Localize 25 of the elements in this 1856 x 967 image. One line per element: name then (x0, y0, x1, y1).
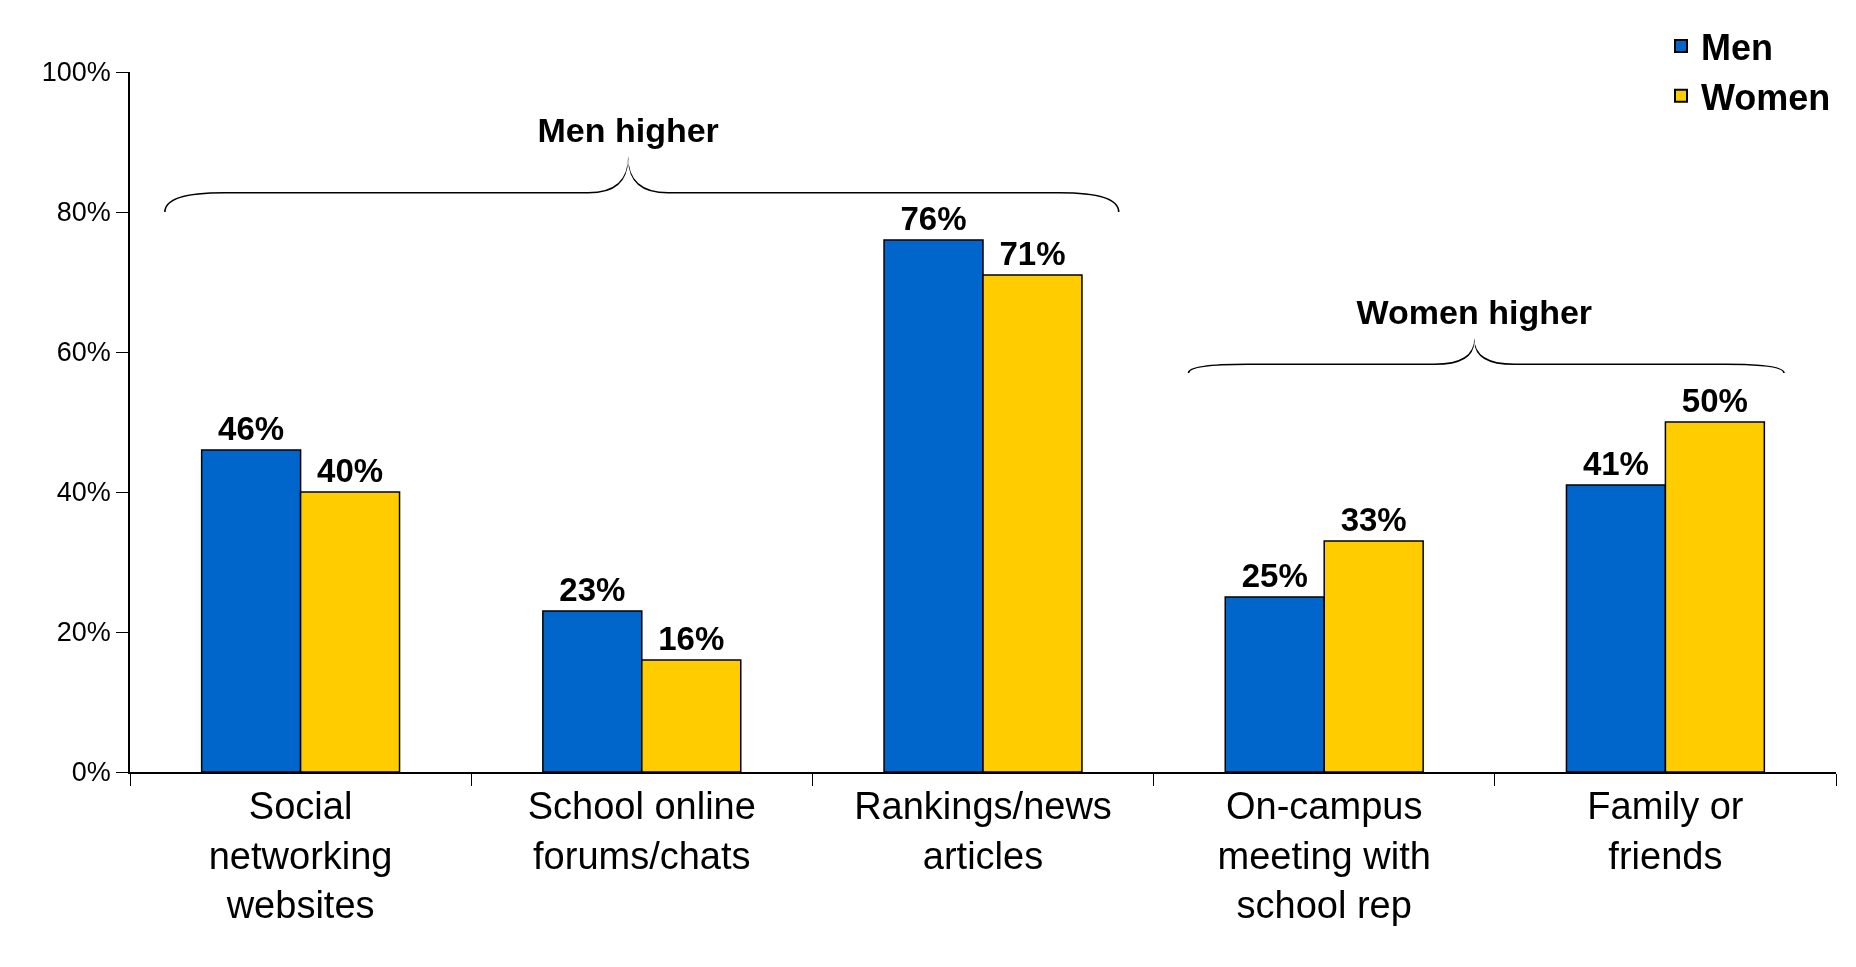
data-label: 76% (900, 200, 967, 237)
annotation: Men higher (537, 111, 719, 149)
y-tick-label: 20% (56, 617, 111, 648)
x-tick-label: Family or friends (1587, 785, 1744, 877)
legend-label: Women (1701, 76, 1831, 118)
annotation: Women higher (1356, 293, 1593, 331)
y-tick-label: 60% (56, 337, 111, 368)
data-label: 23% (559, 571, 626, 608)
y-tick-label: 40% (56, 477, 111, 508)
legend-label: Men (1701, 26, 1773, 68)
x-tick-label: Rankings/news articles (854, 785, 1112, 877)
x-tick-label: Social networking websites (208, 785, 393, 927)
y-tick-label: 0% (71, 757, 111, 788)
data-label: 46% (218, 410, 285, 447)
y-tick-label: 80% (56, 197, 111, 228)
x-tick-label: School online forums/chats (527, 785, 756, 877)
data-label: 71% (999, 235, 1066, 272)
x-tick-label: On-campus meeting with school rep (1217, 785, 1431, 927)
data-label: 50% (1681, 382, 1748, 419)
data-label: 33% (1340, 501, 1407, 538)
data-label: 41% (1582, 445, 1649, 482)
y-tick-label: 100% (41, 57, 111, 88)
data-label: 16% (658, 620, 725, 657)
data-label: 40% (317, 452, 384, 489)
data-label: 25% (1241, 557, 1308, 594)
